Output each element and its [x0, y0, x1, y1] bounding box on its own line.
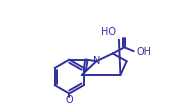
Text: HO: HO [100, 27, 116, 37]
Text: O: O [65, 95, 73, 105]
Text: OH: OH [136, 47, 151, 57]
Text: N: N [93, 56, 100, 66]
